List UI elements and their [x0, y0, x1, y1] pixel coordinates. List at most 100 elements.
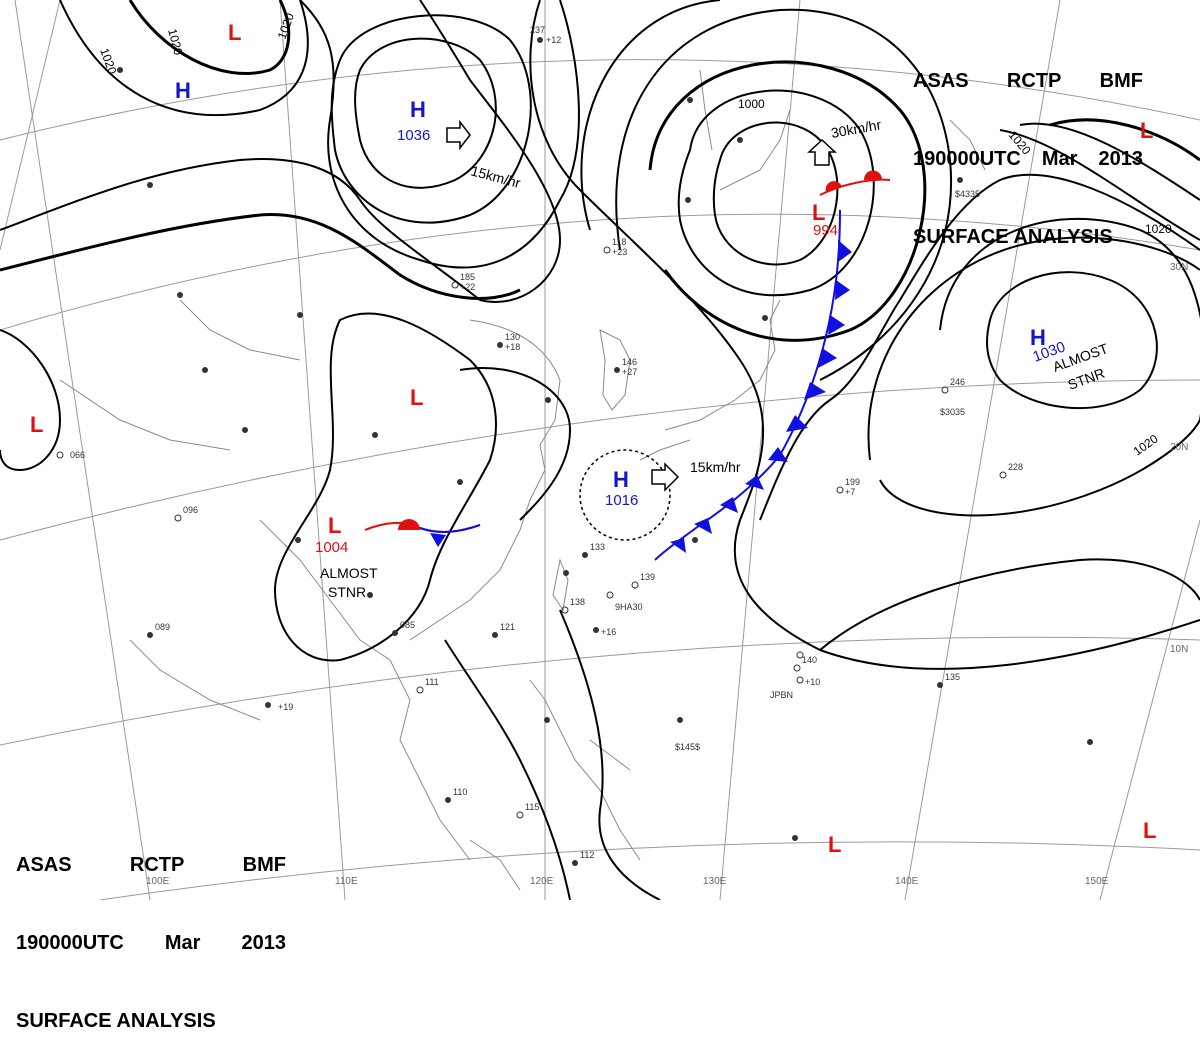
low-letter-north: L [228, 20, 241, 45]
lat-label: 30N [1170, 262, 1188, 273]
east-china-sea-high-dotted-isobar [579, 449, 671, 541]
station: JPBN [770, 651, 804, 700]
low-letter-northeast: L [1140, 118, 1153, 143]
analysis-month: Mar [164, 932, 201, 954]
isobar-label: 1020 [165, 27, 186, 57]
station: 111 [416, 677, 439, 694]
svg-text:112: 112 [580, 850, 594, 860]
svg-text:JPBN: JPBN [770, 690, 793, 700]
isobars [0, 0, 1200, 900]
station: 112 [572, 850, 594, 866]
agency-code: RCTP [129, 854, 185, 876]
header-time-row: 190000UTC Mar 2013 [913, 146, 1143, 172]
station: 096 [174, 505, 198, 522]
svg-text:133: 133 [590, 542, 605, 552]
agency-code: BMF [1099, 70, 1143, 92]
header-time-row: 190000UTC Mar 2013 [16, 930, 286, 956]
movement-arrows [446, 119, 837, 492]
analysis-time: 190000UTC [913, 148, 1021, 170]
svg-text:138: 138 [570, 597, 585, 607]
graticule [0, 0, 1200, 900]
analysis-year: 2013 [1098, 148, 1143, 170]
lat-label: 20N [1170, 442, 1188, 453]
station: +19 [265, 702, 293, 712]
station: 199+7 [836, 477, 860, 497]
warm-front [819, 170, 891, 196]
high-letter-siberia: H [175, 78, 191, 103]
svg-text:+27: +27 [622, 367, 637, 377]
svg-text:185: 185 [460, 272, 475, 282]
svg-text:096: 096 [183, 505, 198, 515]
china-low-note-line1: ALMOST [320, 565, 378, 581]
map-header-bottom: ASAS RCTP BMF 190000UTC Mar 2013 SURFACE… [16, 800, 286, 1060]
isobar-label: 1000 [738, 97, 765, 111]
station: 110 [445, 787, 467, 803]
agency-code: BMF [242, 854, 286, 876]
station: 130+18 [497, 332, 520, 352]
pressure-value-mongolia-high: 1036 [397, 127, 430, 144]
station: 237+12 [530, 25, 561, 45]
station: 135 [937, 672, 960, 688]
station: 121 [492, 622, 515, 638]
svg-text:+10: +10 [805, 677, 820, 687]
lon-label: 100E [146, 876, 170, 887]
svg-text:$4335: $4335 [955, 189, 980, 199]
analysis-time: 190000UTC [16, 932, 124, 954]
svg-text:118: 118 [612, 237, 626, 247]
analysis-year: 2013 [241, 932, 286, 954]
agency-code: ASAS [913, 70, 969, 92]
graticule-labels: 100E 110E 120E 130E 140E 150E 30N 20N 10… [146, 262, 1188, 887]
agency-code: RCTP [1006, 70, 1062, 92]
station: 140 [793, 655, 817, 672]
map-header-top: ASAS RCTP BMF 190000UTC Mar 2013 SURFACE… [913, 16, 1143, 276]
lat-label: 10N [1170, 644, 1188, 655]
high-letter-east-china-sea: H [613, 467, 629, 492]
station: 146+27 [614, 357, 637, 377]
svg-text:199: 199 [845, 477, 860, 487]
station: +10 [796, 676, 820, 687]
station: +16 [593, 627, 616, 637]
cold-front [654, 209, 852, 561]
china-low-note-line2: STNR [328, 584, 366, 600]
svg-text:$145$: $145$ [675, 742, 700, 752]
station: 118+23 [603, 237, 627, 257]
station: 133 [582, 542, 605, 558]
svg-text:110: 110 [453, 787, 467, 797]
svg-text:130: 130 [505, 332, 520, 342]
product-name: SURFACE ANALYSIS [16, 1010, 216, 1032]
pressure-value-east-china-sea-high: 1016 [605, 492, 638, 509]
stationary-front-china [364, 519, 481, 547]
low-letter-japan: L [812, 200, 825, 225]
low-letter-west: L [30, 412, 43, 437]
station: 066 [56, 450, 85, 460]
header-agency-row: ASAS RCTP BMF [16, 852, 286, 878]
high-letter-mongolia: H [410, 97, 426, 122]
svg-text:089: 089 [155, 622, 170, 632]
svg-text:+18: +18 [505, 342, 520, 352]
low-letter-southeast: L [1143, 818, 1156, 843]
svg-text:115: 115 [525, 802, 539, 812]
station: 185+22 [451, 272, 475, 292]
svg-text:+12: +12 [546, 35, 561, 45]
product-name: SURFACE ANALYSIS [913, 226, 1113, 248]
lon-label: 130E [703, 876, 727, 887]
weather-map: H H H H L L L L L L L L 1036 1030 1016 9… [0, 0, 1200, 900]
header-agency-row: ASAS RCTP BMF [913, 68, 1143, 94]
pressure-center-letters: H H H H L L L L L L L L [30, 20, 1156, 857]
coastlines [59, 69, 986, 891]
movement-labels: 15km/hr 30km/hr 15km/hr [469, 116, 882, 475]
svg-text:111: 111 [425, 677, 439, 687]
svg-text:139: 139 [640, 572, 655, 582]
svg-text:+23: +23 [612, 247, 627, 257]
low-letter-south: L [828, 832, 841, 857]
east-china-sea-high-movement-arrow [651, 462, 680, 492]
svg-text:+19: +19 [278, 702, 293, 712]
svg-text:$3035: $3035 [940, 407, 965, 417]
station: 138 [561, 597, 585, 614]
station: 085 [392, 620, 415, 636]
svg-text:146: 146 [622, 357, 637, 367]
station: 228 [999, 462, 1023, 479]
mongolia-high-movement-arrow [446, 119, 471, 151]
svg-text:121: 121 [500, 622, 515, 632]
low-letter-southwest-china: L [328, 513, 341, 538]
